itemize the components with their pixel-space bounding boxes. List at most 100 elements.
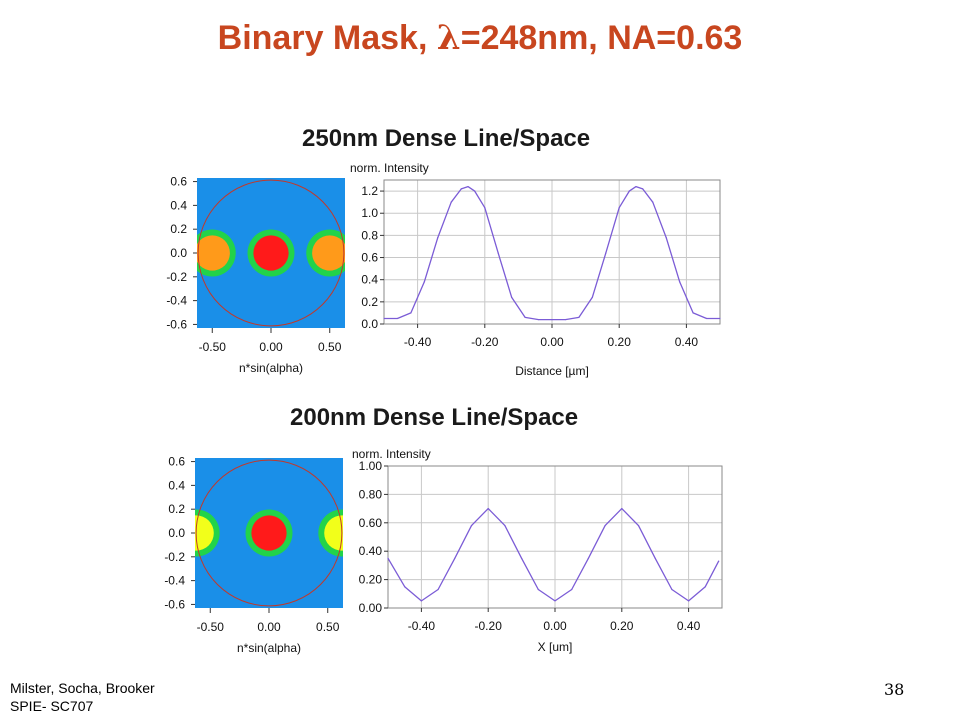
pupil-xlabel: n*sin(alpha): [237, 641, 301, 655]
intensity-data-point: [383, 317, 385, 320]
intensity-data-point: [604, 525, 606, 527]
intensity-data-point: [665, 237, 667, 239]
intensity-data-point: [551, 318, 553, 321]
pole-core-2: [324, 515, 343, 551]
intensity-data-point: [642, 188, 644, 190]
xtick-label: -0.20: [475, 619, 503, 633]
intensity-data-point: [571, 588, 573, 591]
ytick-label: 0.0: [361, 317, 378, 331]
pupil-boundary-circle: [195, 459, 343, 607]
pole-core-2: [312, 235, 345, 271]
ytick-label: 0.4: [361, 273, 378, 287]
pupil-xlabel: n*sin(alpha): [239, 361, 303, 375]
intensity-data-point: [511, 296, 513, 299]
pupil-ytick-label: -0.4: [164, 574, 185, 588]
pupil-ytick-label: 0.2: [168, 502, 185, 516]
intensity-data-point: [396, 317, 399, 320]
page-number: 38: [884, 680, 905, 699]
pupil-ytick-label: 0.0: [168, 526, 185, 540]
xtick-label: 0.40: [675, 335, 699, 349]
intensity-data-point: [605, 252, 607, 254]
chart-xlabel: Distance [µm]: [515, 364, 589, 378]
intensity-data-point: [467, 186, 469, 188]
ytick-label: 0.8: [361, 228, 378, 242]
pupil-xtick-label: 0.00: [259, 340, 283, 354]
intensity-data-point: [591, 296, 593, 299]
intensity-data-point: [718, 560, 720, 562]
pole-core-1: [253, 235, 289, 271]
intensity-data-point: [460, 188, 462, 190]
lambda-symbol: λ: [436, 18, 461, 58]
pole-core-1: [251, 515, 287, 551]
intensity-data-point: [470, 525, 473, 527]
intensity-data-point: [450, 201, 452, 203]
pupil-xtick-label: 0.00: [257, 620, 281, 634]
intensity-data-point: [618, 207, 620, 209]
pole-core-0: [197, 235, 230, 271]
pupil-xtick-label: -0.50: [199, 340, 227, 354]
intensity-data-point: [474, 190, 476, 192]
pupil-xtick-label: -0.50: [197, 620, 225, 634]
section-title-200nm: 200nm Dense Line/Space: [290, 404, 579, 431]
intensity-data-point: [705, 317, 708, 320]
pupil-poles: [197, 229, 345, 277]
xtick-label: 0.20: [608, 335, 632, 349]
slide-title: Binary Mask, λ=248nm, NA=0.63: [0, 18, 960, 58]
intensity-data-point: [692, 312, 694, 314]
intensity-data-point: [504, 525, 506, 527]
pupil-ytick-label: -0.2: [164, 550, 185, 564]
intensity-data-point: [537, 588, 539, 591]
intensity-data-point: [537, 318, 540, 321]
pupil-ytick-label: 0.2: [170, 222, 187, 236]
pupil-ytick-label: -0.6: [164, 597, 185, 611]
pupil-ytick-label: -0.4: [166, 294, 187, 308]
xtick-label: -0.40: [404, 335, 432, 349]
slide-title-suffix: =248nm, NA=0.63: [460, 19, 743, 57]
pupil-ytick-label: -0.6: [166, 317, 187, 331]
pupil-ytick-label: 0.0: [170, 246, 187, 260]
intensity-data-point: [671, 588, 673, 591]
pupil-xtick-label: 0.50: [316, 620, 340, 634]
ytick-label: 1.2: [361, 184, 378, 198]
intensity-data-point: [454, 557, 456, 559]
intensity-data-point: [410, 312, 412, 314]
intensity-data-point: [404, 586, 406, 588]
xtick-label: 0.00: [540, 335, 564, 349]
chart-ylabel: norm. Intensity: [352, 447, 431, 461]
pupil-ytick-label: 0.4: [168, 478, 185, 492]
xtick-label: -0.40: [408, 619, 436, 633]
intensity-data-point: [637, 525, 640, 527]
slide-title-prefix: Binary Mask,: [217, 19, 437, 57]
intensity-data-point: [652, 201, 654, 203]
footer-authors: Milster, Socha, Brooker: [10, 680, 155, 696]
intensity-data-point: [387, 557, 389, 559]
intensity-data-point: [497, 252, 499, 254]
intensity-data-point: [420, 600, 422, 602]
intensity-data-point: [635, 186, 637, 188]
pupil-ytick-label: 0.6: [168, 455, 185, 469]
intensity-data-point: [704, 586, 706, 588]
intensity-data-point: [628, 190, 630, 192]
intensity-data-point: [554, 600, 556, 602]
pupil-ytick-label: 0.4: [170, 198, 187, 212]
intensity-data-point: [423, 281, 425, 283]
xtick-label: 0.20: [610, 619, 634, 633]
ytick-label: 0.6: [361, 251, 378, 265]
intensity-data-point: [524, 316, 526, 318]
xtick-label: -0.20: [471, 335, 499, 349]
intensity-data-point: [521, 557, 523, 559]
ytick-label: 0.2: [361, 295, 378, 309]
ytick-label: 0.40: [359, 544, 383, 558]
ytick-label: 1.0: [361, 206, 378, 220]
chart-xlabel: X [um]: [538, 640, 573, 654]
intensity-data-point: [484, 207, 486, 209]
pupil-boundary-circle: [197, 179, 345, 327]
pupil-poles: [195, 509, 343, 557]
pupil-ytick-label: 0.6: [170, 175, 187, 189]
intensity-data-point: [719, 317, 721, 320]
section-title-250nm: 250nm Dense Line/Space: [302, 125, 591, 152]
